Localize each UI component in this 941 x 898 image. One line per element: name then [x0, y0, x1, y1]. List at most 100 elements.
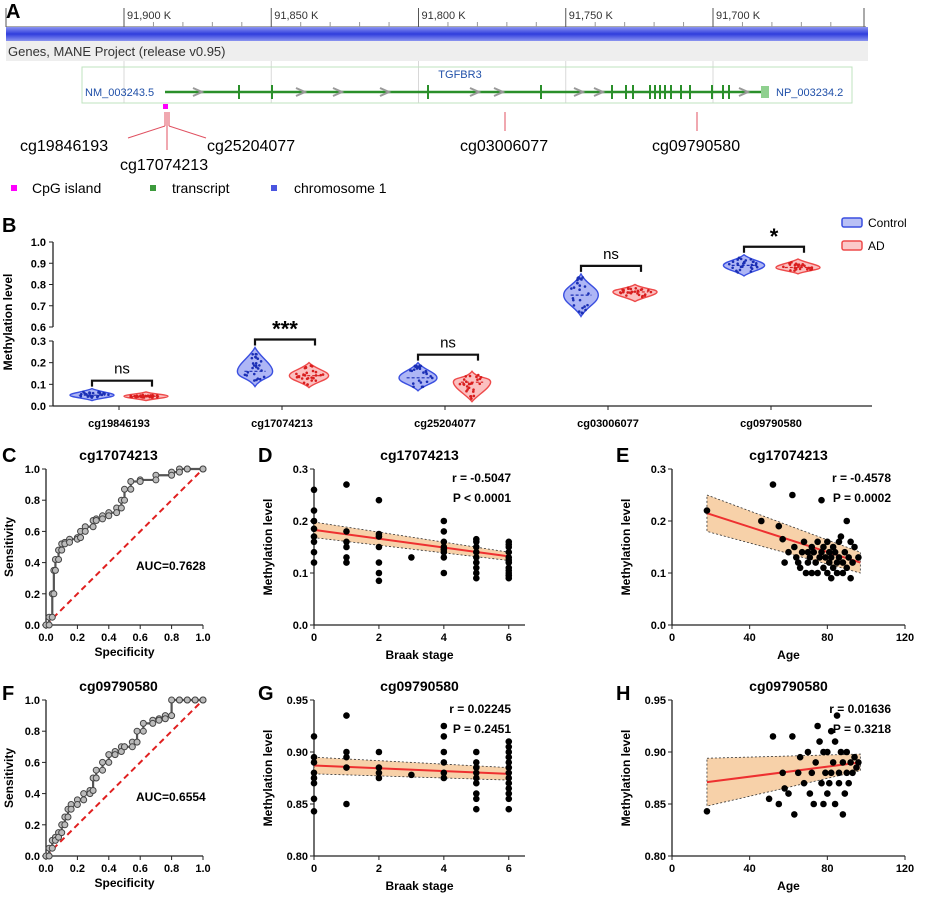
data-point	[625, 294, 628, 297]
data-point	[833, 559, 841, 566]
significance-bracket	[579, 264, 643, 272]
probe-line	[168, 125, 207, 139]
panel-d: D cg17074213 0.0 0.1 0.2 0.3 0 2 4 6 r = -0.5047 P…	[258, 445, 525, 662]
x-tick-label: 0	[311, 632, 317, 644]
data-point	[800, 538, 808, 546]
data-point	[798, 548, 806, 556]
data-point	[789, 269, 792, 272]
data-point	[790, 261, 793, 264]
data-point	[254, 352, 258, 356]
data-point	[505, 795, 513, 803]
data-point	[818, 496, 825, 504]
x-tick-label: 0	[669, 632, 675, 644]
data-point	[827, 769, 835, 777]
data-point	[572, 304, 576, 307]
data-point	[855, 554, 862, 561]
ruler-ticks: 91,900 K 91,850 K 91,800 K 91,750 K 91,700 K	[5, 8, 865, 103]
roc-point	[80, 790, 88, 798]
roc-point	[81, 527, 89, 535]
panel-letter-c: C	[2, 445, 16, 467]
roc-point	[92, 766, 100, 774]
data-point	[302, 381, 306, 385]
x-axis-label: Age	[777, 879, 800, 893]
data-point	[796, 564, 804, 572]
panel-letter-e: E	[616, 445, 629, 467]
roc-point	[80, 796, 88, 804]
data-point	[343, 753, 350, 761]
data-point	[505, 790, 513, 797]
data-point	[90, 396, 94, 399]
data-point	[473, 779, 480, 787]
legend-chromosome-label: chromosome 1	[294, 180, 387, 196]
data-point	[468, 374, 472, 378]
data-point	[853, 764, 860, 771]
data-point	[251, 366, 254, 370]
panel-letter-g: G	[258, 683, 274, 705]
y-axis-label: Sensitivity	[2, 748, 16, 808]
data-point	[256, 377, 260, 381]
y-tick-label: 0.8	[31, 280, 46, 292]
data-point	[259, 360, 263, 363]
roc-point	[113, 509, 121, 517]
violin-control-cg19846193	[69, 387, 115, 402]
direction-arrow	[738, 87, 751, 97]
data-point	[440, 748, 448, 756]
data-point	[801, 262, 805, 266]
roc-point	[50, 590, 58, 598]
data-point	[469, 395, 473, 398]
data-point	[306, 383, 309, 386]
data-point	[643, 294, 647, 297]
roc-point	[121, 485, 128, 493]
data-point	[297, 375, 301, 379]
correlation-r: r = -0.4578	[832, 471, 891, 485]
data-point	[467, 382, 471, 386]
data-point	[375, 569, 383, 577]
data-point	[505, 764, 513, 771]
y-tick-label: 0.2	[651, 516, 666, 528]
roc-point	[199, 696, 207, 704]
data-point	[505, 748, 513, 756]
data-point	[824, 748, 831, 756]
panel-b: B Methylation level 0.00.10.20.30.60.70.…	[1, 215, 907, 430]
roc-point	[92, 516, 100, 524]
data-point	[295, 372, 298, 376]
roc-point	[99, 766, 107, 774]
data-point	[465, 389, 468, 393]
significance-label: *	[770, 224, 779, 249]
data-point	[800, 779, 808, 787]
chromosome-bar	[6, 27, 868, 41]
data-point	[626, 286, 630, 289]
cpg-island-mark	[163, 104, 168, 109]
data-point	[831, 548, 839, 556]
x-tick-label: cg25204077	[414, 418, 476, 430]
violin-control-cg25204077	[398, 361, 438, 392]
x-tick-label: 80	[821, 863, 833, 875]
data-point	[343, 543, 350, 551]
data-point	[375, 764, 383, 771]
x-tick-label: 0.4	[101, 632, 117, 644]
significance-label: ns	[114, 361, 130, 378]
data-point	[408, 554, 415, 561]
data-point	[462, 378, 466, 381]
data-point	[419, 381, 423, 384]
significance-bracket	[90, 379, 154, 387]
data-point	[794, 262, 798, 266]
roc-point	[175, 696, 183, 704]
data-point	[310, 379, 314, 382]
roc-point	[105, 512, 113, 520]
data-point	[820, 564, 827, 572]
transcript-right-label: NP_003234.2	[776, 87, 843, 99]
data-point	[845, 779, 852, 787]
data-point	[621, 288, 624, 292]
data-point	[814, 569, 821, 577]
data-point	[629, 287, 633, 291]
y-tick-label: 0.6	[25, 757, 40, 769]
data-point	[802, 569, 810, 577]
y-tick-label: 1.0	[31, 237, 46, 249]
ruler-tick-label: 91,850 K	[274, 10, 319, 22]
data-point	[253, 379, 256, 382]
x-axis-label: Braak stage	[385, 879, 453, 893]
legend-ad-swatch	[841, 240, 863, 251]
panel-h: H cg09790580 0.80 0.85 0.90 0.95 0 40 80 120 r = …	[616, 678, 914, 893]
x-tick-label: 0	[669, 863, 675, 875]
